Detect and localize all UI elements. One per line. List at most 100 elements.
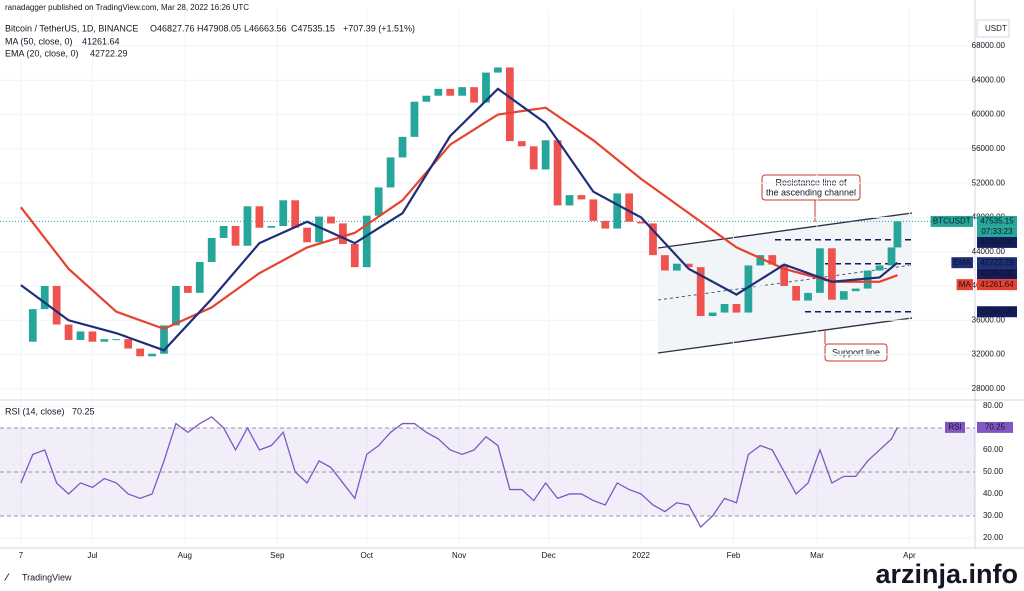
annotation-box — [824, 343, 888, 362]
candle — [112, 339, 121, 341]
candle — [839, 291, 848, 300]
y-tick-label: 32000.00 — [972, 350, 1006, 359]
price-tag: 42722.29 EMA — [951, 257, 1017, 269]
price-tag-label: 42722.29 — [980, 258, 1014, 267]
candle — [28, 309, 37, 342]
candle — [422, 95, 431, 102]
candle — [219, 226, 228, 238]
candle — [875, 265, 884, 271]
price-tag-name: EMA — [954, 258, 972, 267]
candle — [350, 244, 359, 268]
rsi-tag-label: 70.25 — [985, 423, 1006, 432]
candle — [183, 286, 192, 293]
x-tick-label: Oct — [361, 551, 374, 560]
candle — [243, 206, 252, 246]
candle — [172, 286, 180, 326]
candle — [732, 304, 741, 313]
countdown-box — [977, 226, 1017, 237]
candle — [756, 255, 765, 266]
rsi-tick-label: 60.00 — [983, 445, 1004, 454]
candle — [124, 339, 133, 349]
candle — [828, 248, 836, 300]
candle — [434, 88, 443, 96]
candle — [529, 146, 538, 170]
price-tag: 45400.00 — [977, 236, 1017, 248]
annotation-text: Resistance line of — [775, 177, 847, 187]
candle — [744, 265, 753, 313]
rsi-tick-label: 40.00 — [983, 489, 1004, 498]
x-tick-label: Nov — [452, 551, 466, 560]
candle — [458, 87, 467, 96]
candle — [374, 187, 383, 216]
candle — [505, 67, 514, 142]
currency-box — [976, 19, 1010, 38]
price-tag-label: 42594.00 — [980, 269, 1014, 278]
candle — [553, 140, 562, 206]
ohlc-value: L46663.56 — [244, 23, 287, 33]
candle — [577, 195, 586, 200]
rsi-tick-label: 30.00 — [983, 511, 1004, 520]
x-tick-label: Apr — [903, 551, 916, 560]
annotation-text: the ascending channel — [766, 187, 856, 197]
candle — [589, 199, 598, 221]
legend-name: EMA (20, close, 0) — [5, 48, 79, 58]
price-tag-box — [977, 279, 1017, 291]
candle — [517, 141, 526, 147]
y-tick-label: 68000.00 — [972, 41, 1006, 50]
ohlc-value: +707.39 (+1.51%) — [343, 23, 415, 33]
rsi-tick-label: 50.00 — [983, 467, 1004, 476]
price-tag-label: 47535.15 — [980, 217, 1014, 226]
candle — [327, 216, 335, 224]
candle — [893, 221, 902, 248]
candle — [255, 206, 264, 228]
candle — [494, 67, 502, 73]
price-tag-name-box — [930, 215, 973, 227]
x-tick-label: Dec — [542, 551, 556, 560]
candle — [40, 286, 49, 310]
price-tag-box — [977, 215, 1017, 227]
candle — [816, 248, 824, 293]
support-line — [657, 317, 913, 354]
price-tag: 42594.00 — [977, 268, 1017, 280]
candle — [88, 331, 97, 342]
candle — [768, 255, 777, 265]
x-tick-label: Aug — [178, 551, 192, 560]
candle — [708, 312, 717, 316]
annotation-box — [761, 174, 861, 201]
resistance-line — [657, 212, 913, 249]
ohlc-value: O46827.76 — [150, 23, 195, 33]
candle — [804, 292, 812, 301]
symbol: Bitcoin / TetherUS, 1D, BINANCE — [5, 23, 138, 33]
candle — [410, 101, 419, 137]
indicator-line — [20, 106, 898, 331]
candle — [792, 286, 800, 301]
candle — [303, 227, 311, 243]
candle — [398, 136, 407, 158]
candle — [100, 339, 109, 342]
price-tag-name-box — [951, 257, 973, 269]
y-tick-label: 60000.00 — [972, 110, 1006, 119]
candle — [684, 263, 693, 268]
candle — [541, 140, 550, 170]
y-tick-label: 52000.00 — [972, 178, 1006, 187]
rsi-line — [20, 416, 899, 529]
candle — [52, 286, 61, 325]
y-tick-label: 64000.00 — [972, 75, 1006, 84]
brand-logo: ⁄ — [4, 573, 10, 584]
annotation-text: Support line — [832, 347, 880, 357]
price-tag-box — [977, 236, 1017, 248]
price-tag: 47535.15 BTCUSDT 07:33:23 — [930, 215, 1017, 237]
legend-name: MA (50, close, 0) — [5, 36, 73, 46]
candle — [64, 324, 73, 340]
legend-value: 42722.29 — [90, 48, 128, 58]
x-tick-label: Sep — [270, 551, 285, 560]
ohlc-value: H47908.05 — [197, 23, 241, 33]
candle — [696, 267, 705, 316]
countdown: 07:33:23 — [981, 227, 1013, 236]
rsi-tag-name-box — [945, 421, 965, 433]
candle — [446, 88, 455, 96]
candle — [195, 262, 204, 293]
ohlc-value: C47535.15 — [291, 23, 335, 33]
indicator-line — [20, 87, 899, 352]
candle — [386, 157, 395, 188]
